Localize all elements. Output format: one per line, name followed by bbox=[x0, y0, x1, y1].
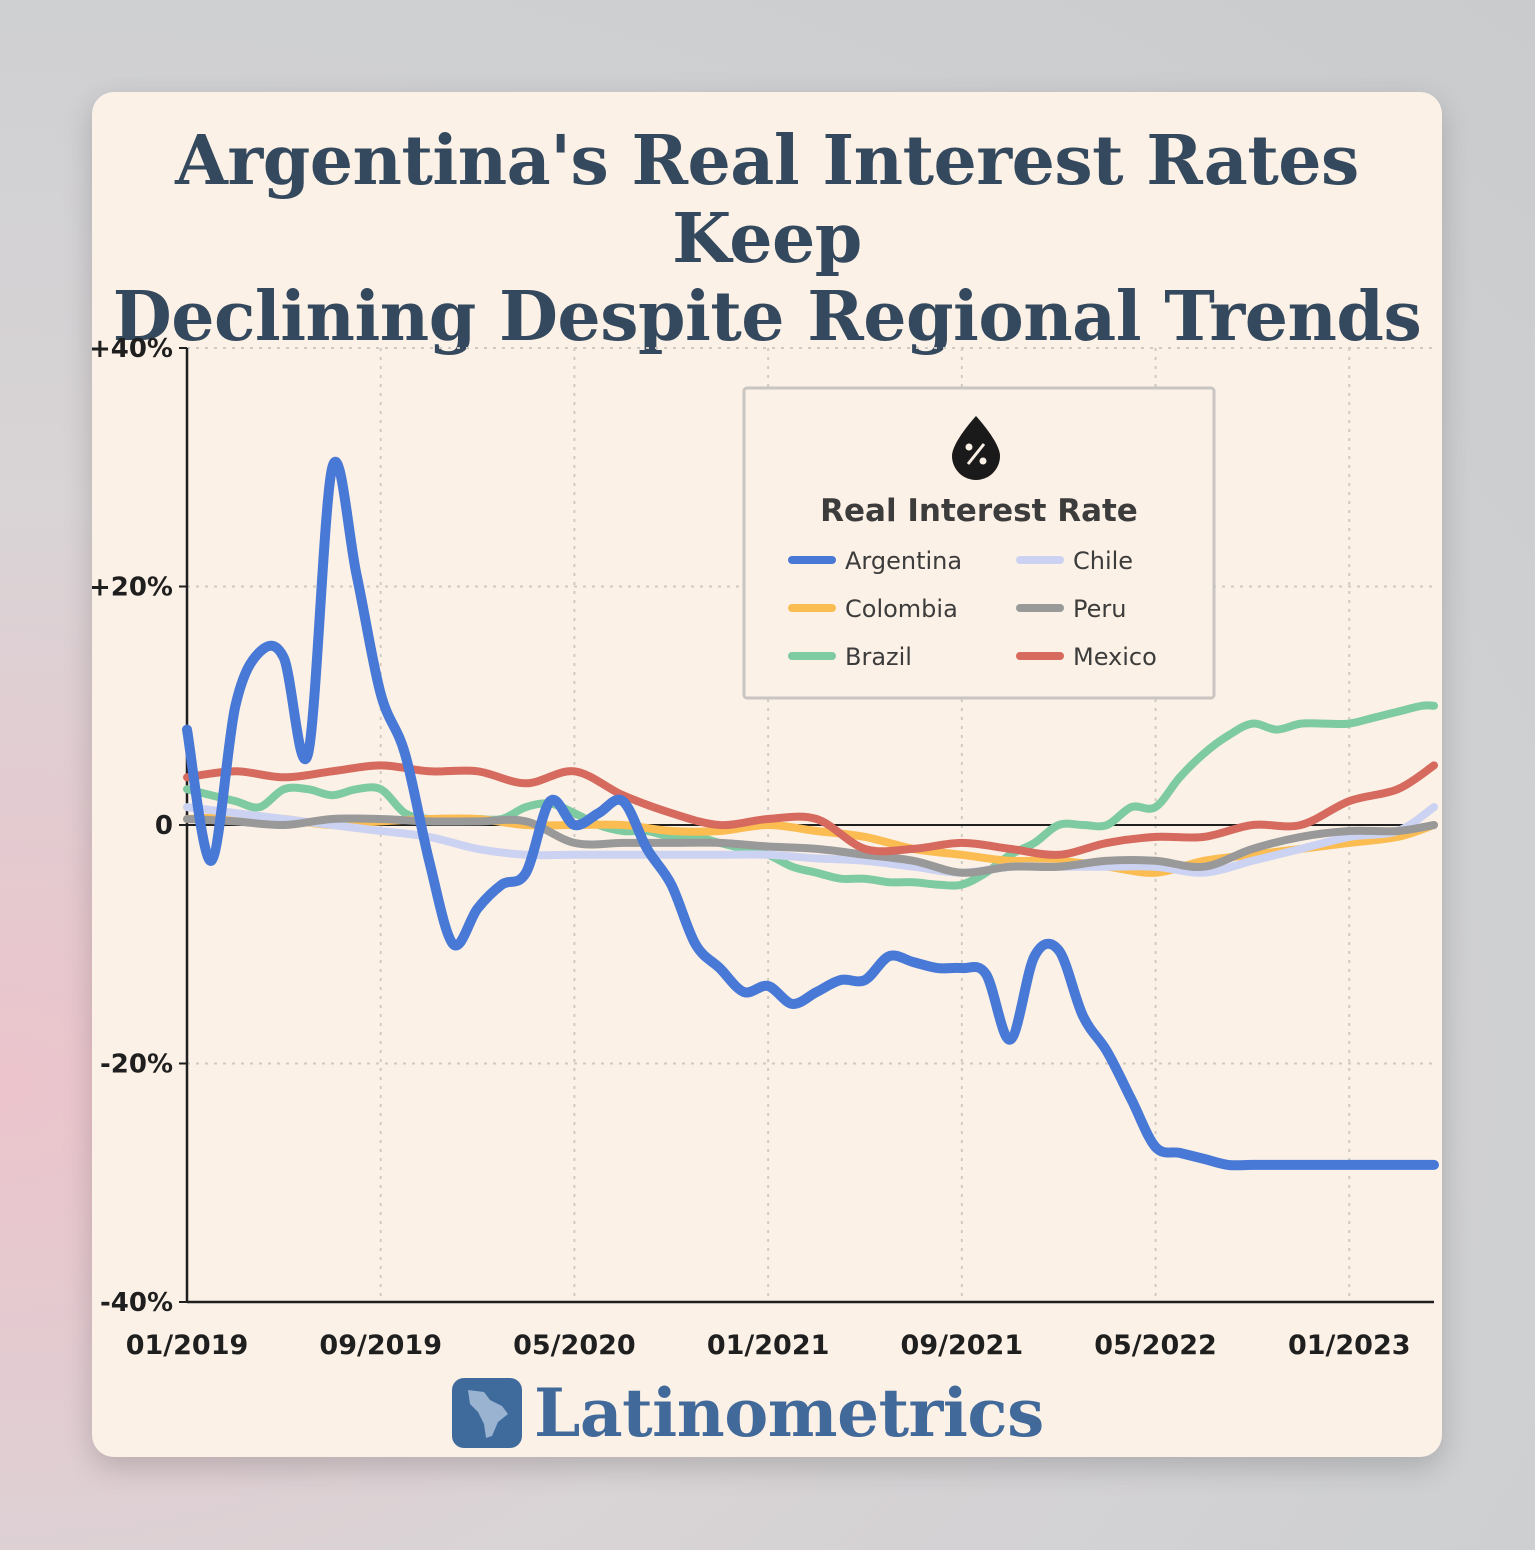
chart-title: Argentina's Real Interest Rates Keep Dec… bbox=[92, 122, 1442, 356]
legend-label-peru: Peru bbox=[1073, 595, 1126, 623]
series-line-mexico bbox=[183, 761, 1438, 859]
legend-label-mexico: Mexico bbox=[1073, 643, 1157, 671]
title-line-1: Argentina's Real Interest Rates Keep bbox=[175, 121, 1359, 279]
latin-america-map-icon bbox=[452, 1377, 522, 1448]
legend-label-brazil: Brazil bbox=[845, 643, 912, 671]
series-line-argentina bbox=[182, 456, 1439, 1171]
x-tick-label: 01/2019 bbox=[126, 1330, 249, 1361]
legend: Real Interest Rate Argentina Chile Colombi… bbox=[742, 386, 1216, 700]
title-line-2: Declining Despite Regional Trends bbox=[112, 277, 1422, 357]
x-tick-label: 05/2020 bbox=[513, 1330, 636, 1361]
percent-drop-icon bbox=[952, 416, 1000, 480]
legend-title: Real Interest Rate bbox=[820, 493, 1138, 529]
line-chart: 01/2019 09/2019 05/2020 01/2021 09/2021 05/20… bbox=[92, 334, 1439, 1361]
legend-label-argentina: Argentina bbox=[845, 547, 962, 575]
series-line-peru bbox=[183, 814, 1438, 877]
y-tick-label: -20% bbox=[100, 1050, 173, 1080]
brand-name: Latinometrics bbox=[534, 1373, 1044, 1452]
x-tick-label: 05/2022 bbox=[1094, 1330, 1217, 1361]
y-tick-label: -40% bbox=[100, 1288, 173, 1318]
y-tick-label: +40% bbox=[92, 334, 173, 364]
series-line-brazil bbox=[183, 701, 1438, 890]
y-tick-label: 0 bbox=[155, 811, 173, 841]
x-tick-label: 09/2021 bbox=[901, 1330, 1024, 1361]
x-tick-label: 09/2019 bbox=[319, 1330, 442, 1361]
chart-card: Argentina's Real Interest Rates Keep Dec… bbox=[92, 92, 1442, 1457]
y-tick-label: +20% bbox=[92, 573, 173, 603]
legend-box bbox=[742, 386, 1216, 700]
x-tick-label: 01/2021 bbox=[707, 1330, 830, 1361]
x-tick-label: 01/2023 bbox=[1288, 1330, 1411, 1361]
legend-label-colombia: Colombia bbox=[845, 595, 958, 623]
legend-label-chile: Chile bbox=[1073, 547, 1133, 575]
series-lines bbox=[182, 456, 1439, 1171]
axes: 01/2019 09/2019 05/2020 01/2021 09/2021 05/20… bbox=[92, 334, 1434, 1361]
brand-footer: Latinometrics bbox=[452, 1373, 1044, 1452]
series-line-chile bbox=[183, 803, 1438, 877]
